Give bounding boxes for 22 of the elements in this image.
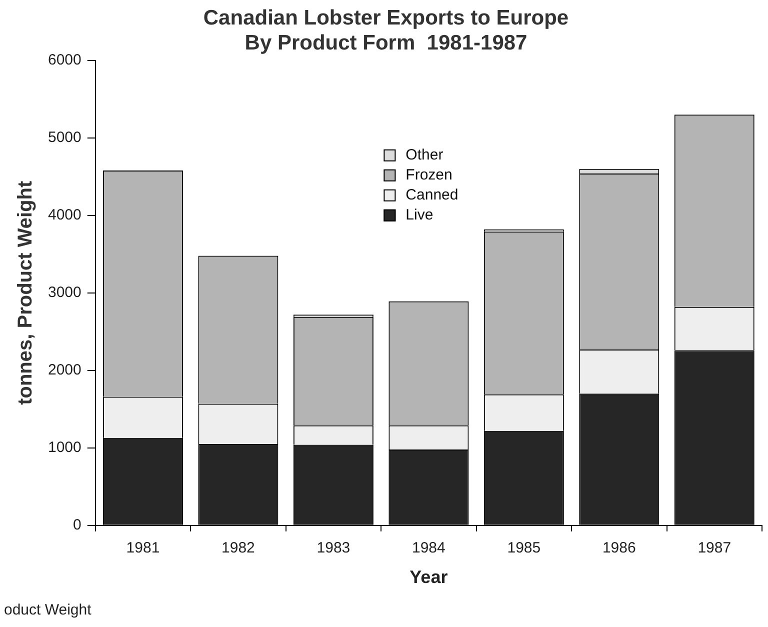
legend-label: Frozen <box>406 166 452 184</box>
text: oduct Weight <box>4 602 92 619</box>
x-tick-label: 1986 <box>602 540 636 557</box>
x-tick-label: 1984 <box>412 540 446 557</box>
y-tick-label: 2000 <box>48 362 82 379</box>
x-axis-title: Year <box>410 567 448 588</box>
y-tick-label: 4000 <box>48 206 82 224</box>
x-tick-label: 1982 <box>222 540 255 557</box>
y-tick-label: 5000 <box>48 129 82 146</box>
x-tick-label: 1983 <box>316 540 350 557</box>
x-tick-label: 1987 <box>698 540 732 557</box>
legend-label: Live <box>406 206 434 224</box>
y-tick-label: 6000 <box>48 52 82 69</box>
x-tick-label: 1981 <box>126 540 160 557</box>
legend-label: Canned <box>406 186 458 204</box>
y-tick-label: 0 <box>73 516 82 534</box>
x-tick-label: 1985 <box>507 540 541 557</box>
y-axis-title: tonnes, Product Weight <box>14 180 37 405</box>
legend-label: Other <box>406 146 444 164</box>
chart-title: Canadian Lobster Exports to Europe By Product Form 1981-1987 <box>203 6 569 55</box>
y-tick-label: 1000 <box>48 439 82 456</box>
y-tick-label: 3000 <box>48 284 82 302</box>
